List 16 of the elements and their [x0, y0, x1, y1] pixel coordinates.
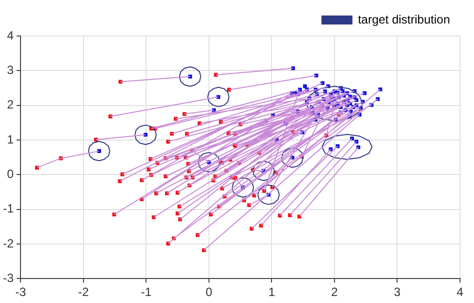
y-tick-label: 3 [6, 62, 14, 77]
y-tick-label: 4 [6, 28, 14, 42]
y-tick-label: -3 [3, 270, 14, 285]
y-tick-label: -2 [3, 236, 14, 250]
legend-label: target distribution [358, 12, 450, 26]
x-tick-label: 2 [331, 285, 338, 300]
x-tick-label: -1 [140, 285, 152, 300]
y-tick-label: 2 [6, 98, 14, 112]
x-tick-label: 1 [268, 285, 276, 300]
x-tick-label: 3 [394, 285, 401, 300]
y-tick-label: 0 [6, 166, 14, 181]
y-tick-label: 1 [6, 132, 14, 146]
x-tick-label: 4 [456, 285, 464, 300]
x-tick-label: -2 [78, 285, 90, 300]
x-tick-label: 0 [206, 285, 213, 300]
y-tick-label: -1 [3, 202, 14, 216]
